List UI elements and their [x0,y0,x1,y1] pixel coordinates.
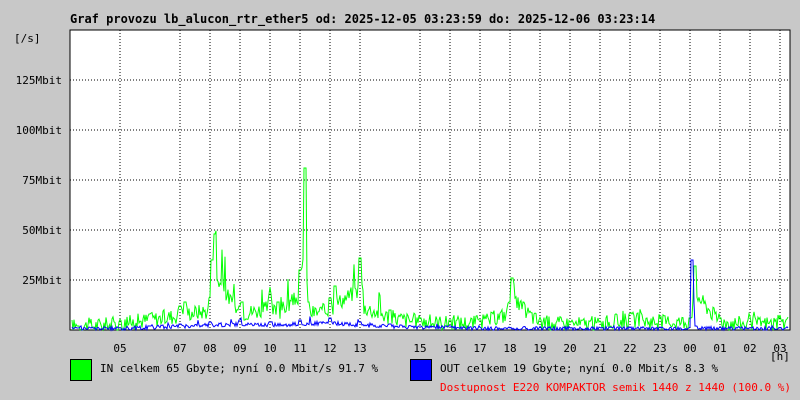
x-tick-label: 10 [263,342,276,355]
y-axis-label: [/s] [14,32,41,45]
x-tick-label: 02 [743,342,756,355]
x-tick-label: 00 [683,342,696,355]
x-tick-label: 01 [713,342,726,355]
series-line-in [71,167,789,332]
axes: 25Mbit 50Mbit 75Mbit 100Mbit 125Mbit 05 07 08 09… [14,32,790,363]
series-layer [71,167,789,332]
x-tick-label: 17 [473,342,486,355]
x-tick-label: 07 [173,342,186,355]
legend-text-out: OUT celkem 19 Gbyte; nyní 0.0 Mbit/s 8.3… [440,362,719,375]
chart-title: Graf provozu lb_alucon_rtr_ether5 od: 20… [70,12,656,26]
x-axis-label: [h] [770,350,790,363]
grid-lines [70,30,790,330]
y-tick-label: 50Mbit [22,224,62,237]
y-tick-label: 125Mbit [16,74,62,87]
x-tick-label: 19 [533,342,546,355]
y-tick-label: 25Mbit [22,274,62,287]
x-tick-label: 20 [563,342,576,355]
x-tick-label: 12 [323,342,336,355]
legend-text-in: IN celkem 65 Gbyte; nyní 0.0 Mbit/s 91.7… [100,362,379,375]
x-tick-label: 08 [203,342,216,355]
x-tick-label: 16 [443,342,456,355]
y-tick-label: 100Mbit [16,124,62,137]
x-tick-label: 11 [293,342,306,355]
x-tick-label: 23 [653,342,666,355]
availability-text: Dostupnost E220 KOMPAKTOR semik 1440 z 1… [440,381,791,394]
x-tick-label: 09 [233,342,246,355]
x-tick-label: 15 [413,342,426,355]
x-tick-label: 18 [503,342,516,355]
y-tick-label: 75Mbit [22,174,62,187]
x-tick-label: 22 [623,342,636,355]
x-tick-label: 05 [113,342,126,355]
x-tick-label: 03 [773,342,786,355]
series-line-out [71,259,789,332]
x-tick-label: 21 [593,342,606,355]
legend-swatch-out [410,359,432,381]
legend-swatch-in [70,359,92,381]
x-tick-label: 13 [353,342,366,355]
